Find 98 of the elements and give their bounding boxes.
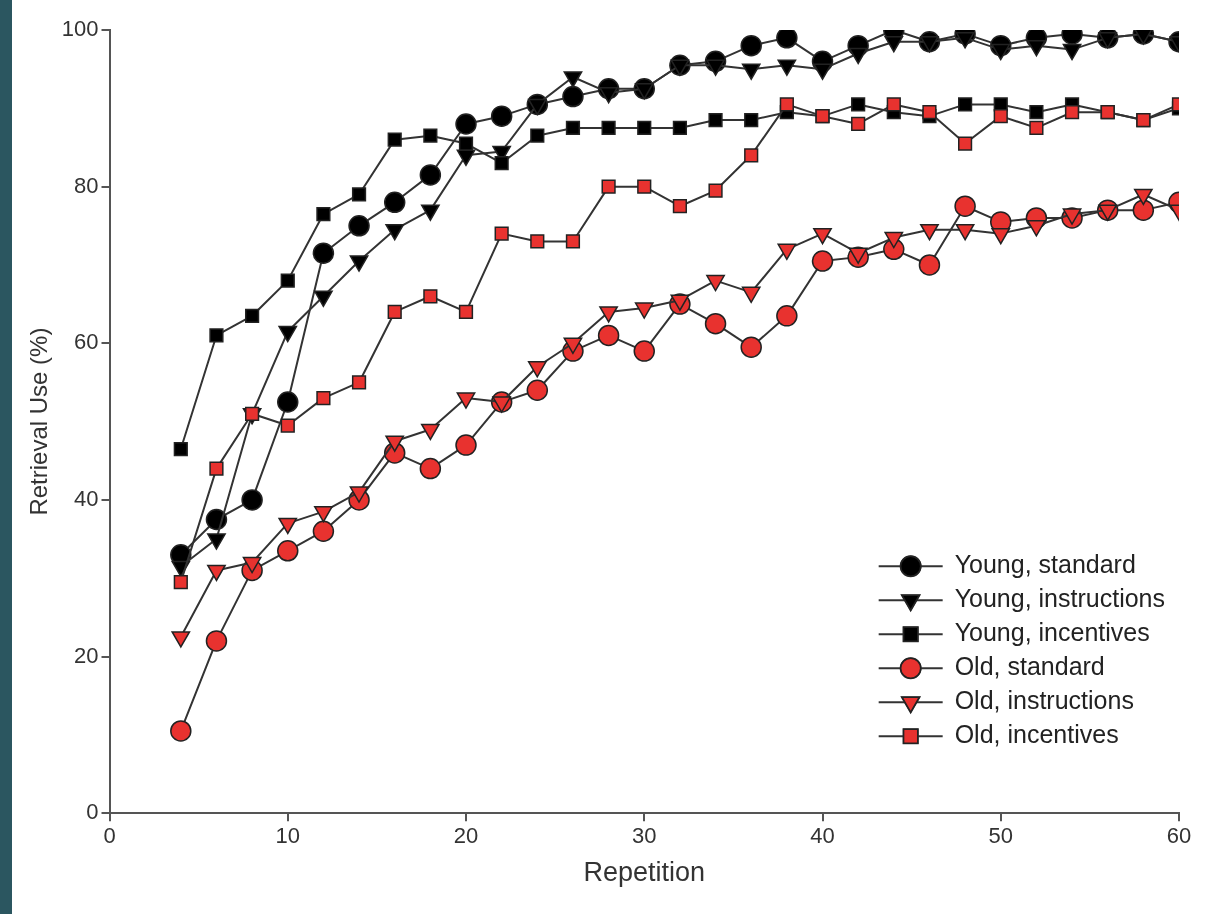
point (633, 340, 655, 362)
x-tick-label: 30 (632, 823, 657, 849)
point (351, 375, 367, 390)
point (494, 226, 509, 241)
point (670, 59, 690, 76)
y-tick-label: 0 (86, 799, 99, 825)
point (672, 120, 688, 136)
point (957, 97, 973, 112)
point (170, 720, 192, 742)
point (1029, 120, 1044, 136)
y-tick-label: 80 (74, 172, 99, 198)
y-tick-label: 100 (61, 16, 99, 42)
point (351, 187, 367, 202)
point (209, 328, 224, 343)
x-tick-label: 50 (988, 823, 1013, 849)
legend-label: Old, incentives (954, 720, 1119, 749)
point (1064, 105, 1080, 120)
point (776, 30, 798, 49)
point (387, 304, 402, 320)
point (706, 59, 725, 76)
point (316, 206, 331, 222)
point (419, 164, 442, 186)
point (387, 132, 402, 147)
point (280, 273, 295, 288)
point (312, 520, 335, 542)
legend-label: Old, standard (954, 652, 1105, 681)
point (851, 97, 866, 112)
y-tick-label: 40 (74, 485, 99, 511)
point (526, 379, 549, 402)
point (597, 324, 620, 347)
x-tick-label: 60 (1166, 823, 1192, 849)
point (280, 418, 295, 433)
point (277, 391, 299, 413)
point (565, 234, 581, 249)
point (244, 406, 260, 421)
point (744, 148, 759, 163)
point (779, 97, 794, 112)
point (312, 242, 335, 264)
point (205, 508, 228, 531)
point (886, 97, 901, 112)
point (316, 390, 331, 406)
point (811, 250, 834, 272)
y-tick-label: 60 (74, 329, 99, 355)
point (530, 234, 545, 249)
point (494, 156, 509, 171)
x-axis-title: Repetition (583, 857, 706, 888)
point (209, 461, 224, 476)
x-tick-label: 10 (275, 823, 300, 849)
point (704, 312, 727, 335)
legend-label: Young, standard (954, 550, 1136, 579)
point (851, 116, 866, 132)
point (740, 336, 762, 358)
point (458, 136, 474, 151)
point (530, 128, 545, 143)
point (634, 82, 654, 100)
point (458, 304, 474, 320)
point (455, 113, 477, 135)
point (205, 630, 228, 652)
point (241, 489, 263, 511)
point (565, 120, 581, 136)
y-axis-title: Retrieval Use (%) (25, 327, 53, 516)
legend-label: Young, incentives (954, 618, 1150, 647)
point (708, 183, 723, 198)
point (562, 85, 584, 108)
point (173, 441, 188, 457)
legend-label: Old, instructions (954, 686, 1134, 715)
x-tick-label: 0 (103, 823, 116, 849)
point (744, 112, 759, 128)
point (423, 289, 438, 304)
x-tick-label: 40 (810, 823, 835, 849)
point (993, 109, 1008, 124)
x-tick-label: 20 (453, 823, 479, 849)
point (173, 575, 188, 590)
point (277, 540, 299, 562)
point (1132, 199, 1155, 221)
point (922, 105, 937, 120)
point (601, 179, 616, 194)
point (776, 305, 798, 327)
point (918, 254, 941, 276)
point (957, 136, 973, 151)
point (383, 191, 406, 214)
point (740, 34, 762, 57)
point (637, 179, 652, 194)
point (419, 457, 442, 480)
point (490, 105, 513, 127)
legend-label: Young, instructions (954, 584, 1165, 613)
point (601, 120, 616, 136)
point (348, 215, 370, 237)
point (637, 120, 652, 136)
point (954, 195, 976, 217)
point (777, 59, 797, 76)
point (244, 308, 260, 323)
point (423, 128, 438, 143)
point (1029, 105, 1044, 120)
y-tick-label: 20 (74, 642, 99, 668)
point (455, 434, 477, 456)
point (708, 112, 723, 128)
point (672, 199, 688, 214)
